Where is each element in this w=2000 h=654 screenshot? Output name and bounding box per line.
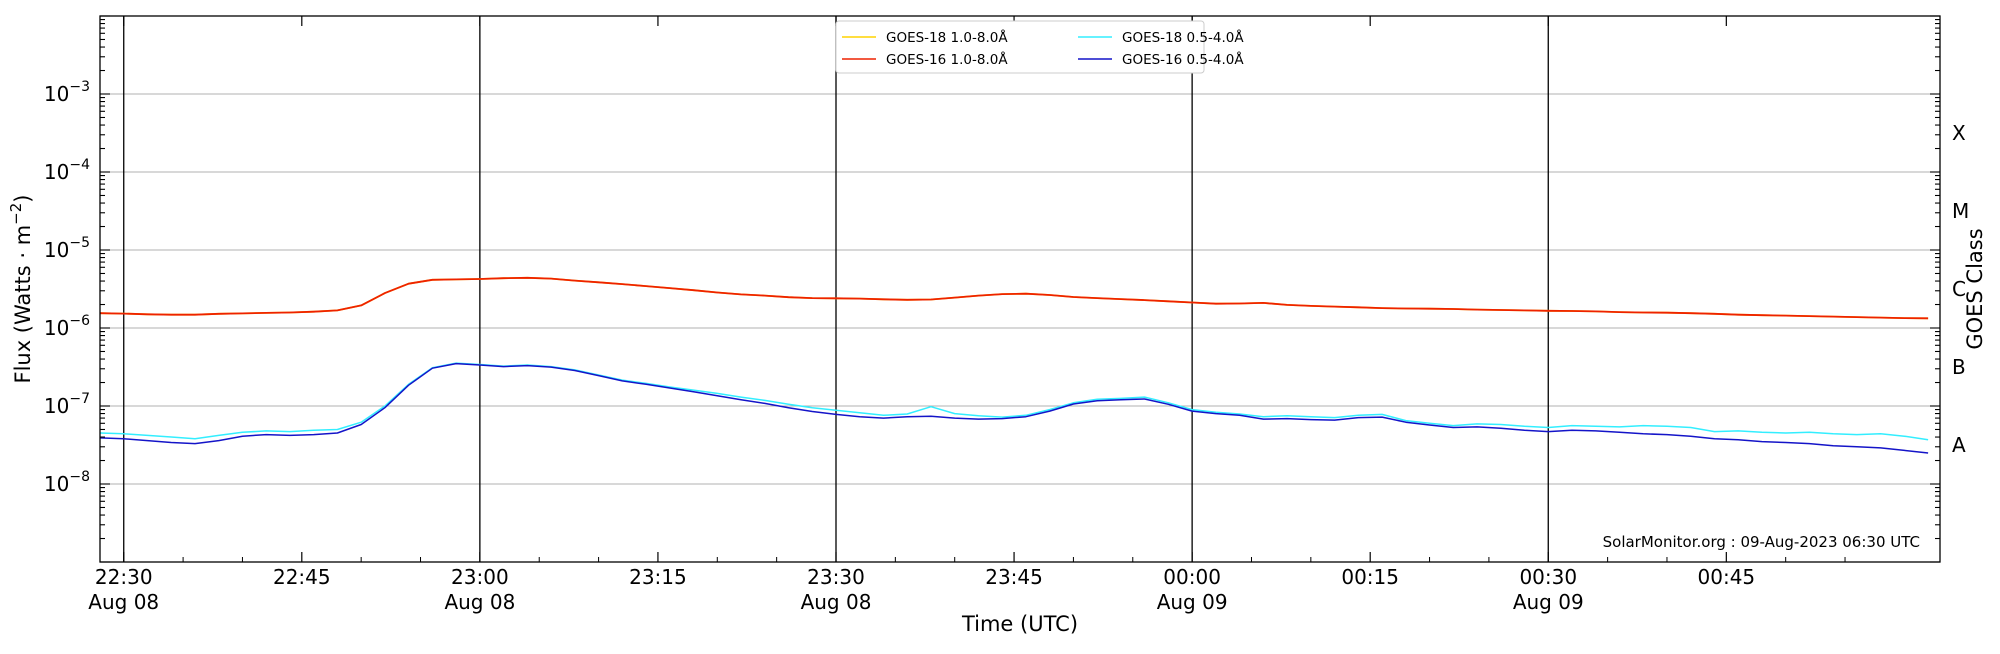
x-tick-label: 22:30: [95, 565, 153, 589]
day-marker-lines: [123, 16, 1549, 562]
plot-frame: [99, 15, 1941, 563]
x-tick-date-label: Aug 08: [444, 590, 515, 614]
x-tick-label: 00:00: [1163, 565, 1221, 589]
y-tick-label: 10−5: [44, 235, 90, 262]
goes-class-label: M: [1952, 199, 1969, 223]
legend-entry-label: GOES-16 0.5-4.0Å: [1122, 51, 1244, 68]
y-tick-exponent: −8: [69, 469, 90, 485]
x-tick-label: 00:30: [1519, 565, 1577, 589]
y-axis-label-exponent: −2: [7, 203, 25, 225]
x-tick-label: 23:30: [807, 565, 865, 589]
legend-entry-label: GOES-18 0.5-4.0Å: [1122, 29, 1244, 46]
y-tick-exponent: −4: [69, 157, 90, 173]
x-tick-label: 22:45: [273, 565, 331, 589]
y-tick-label: 10−4: [44, 157, 90, 184]
goes-class-label: X: [1952, 121, 1966, 145]
y-tick-mantissa: 10: [44, 238, 69, 262]
x-tick-label: 23:15: [629, 565, 687, 589]
y-tick-exponent: −3: [69, 79, 90, 95]
y-tick-exponent: −7: [69, 391, 90, 407]
y-tick-mantissa: 10: [44, 472, 69, 496]
y-tick-mantissa: 10: [44, 82, 69, 106]
legend: GOES-18 1.0-8.0Å GOES-18 0.5-4.0Å GOES-16 …: [835, 20, 1244, 74]
y-tick-exponent: −6: [69, 313, 90, 329]
series-line: [99, 276, 1929, 320]
y-axis-label: Flux (Watts · m−2): [7, 194, 35, 383]
x-tick-label: 00:45: [1698, 565, 1756, 589]
y-tick-mantissa: 10: [44, 160, 69, 184]
y-tick-label: 10−6: [44, 313, 90, 340]
y-tick-label: 10−8: [44, 469, 90, 496]
y-tick-mantissa: 10: [44, 394, 69, 418]
x-tick-label: 23:45: [985, 565, 1043, 589]
gridlines: [100, 93, 1940, 485]
y-tick-mantissa: 10: [44, 316, 69, 340]
y-axis-label-close: ): [11, 194, 35, 202]
goes-class-label: B: [1952, 355, 1966, 379]
series-line: [99, 362, 1929, 441]
y-axis-label-main: Flux (Watts · m: [11, 225, 35, 384]
y-tick-label: 10−3: [44, 79, 90, 106]
series-line: [99, 362, 1929, 454]
x-tick-label: 00:15: [1341, 565, 1399, 589]
legend-entry-label: GOES-16 1.0-8.0Å: [886, 51, 1008, 68]
credit-text: SolarMonitor.org : 09-Aug-2023 06:30 UTC: [1603, 533, 1920, 551]
x-tick-date-label: Aug 09: [1513, 590, 1584, 614]
x-tick-date-label: Aug 08: [88, 590, 159, 614]
x-axis-label: Time (UTC): [961, 612, 1078, 636]
x-tick-date-label: Aug 09: [1157, 590, 1228, 614]
x-tick-date-label: Aug 08: [801, 590, 872, 614]
legend-box: [835, 20, 1205, 74]
goes-class-label: A: [1952, 433, 1966, 457]
goes-class-axis-label: GOES Class: [1963, 228, 1987, 349]
y-tick-exponent: −5: [69, 235, 90, 251]
y-tick-label: 10−7: [44, 391, 90, 418]
plot-series: [99, 276, 1929, 454]
x-tick-label: 23:00: [451, 565, 509, 589]
legend-entry-label: GOES-18 1.0-8.0Å: [886, 29, 1008, 46]
goes-class-label: C: [1952, 277, 1966, 301]
